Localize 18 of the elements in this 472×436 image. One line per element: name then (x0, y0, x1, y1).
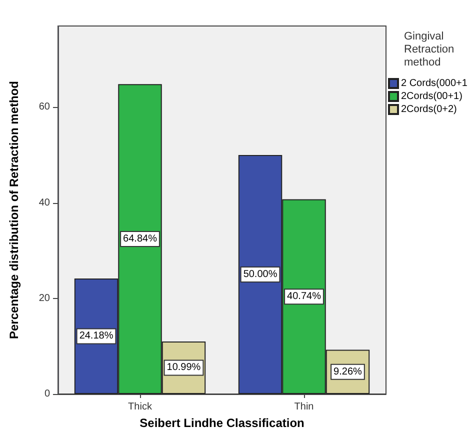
x-tick-label: Thick (128, 402, 153, 412)
y-tick-label: 0 (44, 388, 50, 400)
y-tick-label: 60 (38, 102, 50, 113)
legend-label: 2Cords(0+2) (401, 104, 457, 115)
data-label: 9.26% (334, 366, 362, 378)
y-tick-label: 40 (38, 197, 50, 208)
data-label: 50.00% (243, 269, 278, 280)
data-label: 40.74% (287, 291, 322, 302)
legend-title: Gingival Retraction method (404, 30, 458, 68)
data-label: 24.18% (79, 330, 114, 342)
legend-label: 2 Cords(000+1 (401, 78, 468, 89)
y-axis-title: Percentage distribution of Retraction method (7, 80, 21, 340)
data-label: 64.84% (123, 234, 158, 245)
x-tick-label: Thin (294, 402, 314, 412)
data-label: 10.99% (166, 362, 201, 374)
legend-label: 2Cords(00+1) (401, 91, 462, 102)
x-axis-title: Seibert Lindhe Classification (140, 416, 304, 430)
y-tick-label: 20 (38, 292, 50, 304)
